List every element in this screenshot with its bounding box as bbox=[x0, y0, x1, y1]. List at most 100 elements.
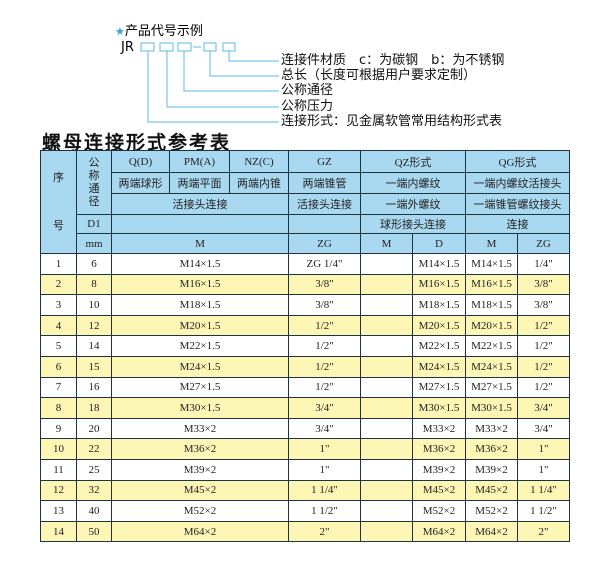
table-cell: M33×2 bbox=[111, 417, 289, 440]
table-cell: 12 bbox=[40, 479, 77, 502]
table-row: 13 40 M52×2 1 1/2" M52×2 M52×2 1 1/2" bbox=[40, 500, 570, 522]
table-cell: 10 bbox=[40, 438, 77, 460]
header-seq: 序号 bbox=[40, 150, 77, 254]
table-cell bbox=[360, 355, 413, 378]
table-cell: M22×1.5 bbox=[465, 335, 518, 357]
table-cell: 9 bbox=[40, 417, 77, 440]
table-cell: 1/2" bbox=[517, 335, 570, 357]
table-cell: 3/4" bbox=[517, 397, 570, 419]
table-cell: M27×1.5 bbox=[465, 376, 518, 399]
table-cell: 2" bbox=[517, 520, 570, 543]
header-cell: 球形接头连接 bbox=[360, 214, 466, 234]
nut-connection-table: 序号 公称通径 Q(D) PM(A) NZ(C) GZ QZ形式 QG形式 两端… bbox=[40, 150, 570, 543]
header-cell: 活接头连接 bbox=[111, 193, 289, 215]
table-cell: M39×2 bbox=[111, 458, 289, 481]
header-cell: Q(D) bbox=[111, 150, 170, 173]
table-cell: M30×1.5 bbox=[412, 397, 466, 419]
table-cell: 5 bbox=[40, 335, 77, 357]
table-cell: 11 bbox=[40, 458, 77, 481]
header-cell: M bbox=[360, 233, 413, 254]
table-cell: 3/4" bbox=[288, 397, 361, 419]
table-cell: M64×2 bbox=[111, 520, 289, 543]
table-cell: 32 bbox=[76, 479, 112, 502]
table-cell: M14×1.5 bbox=[111, 253, 289, 275]
table-cell: 15 bbox=[76, 355, 112, 378]
table-cell: 20 bbox=[76, 417, 112, 440]
example-heading: ★产品代号示例 bbox=[115, 20, 203, 39]
table-cell: M16×1.5 bbox=[465, 273, 518, 296]
code-diagram bbox=[140, 42, 279, 123]
table-cell bbox=[360, 314, 413, 337]
table-cell: M36×2 bbox=[111, 438, 289, 460]
header-cell: ZG bbox=[288, 233, 361, 254]
table-cell: 13 bbox=[40, 500, 77, 522]
table-cell: 6 bbox=[76, 253, 112, 275]
header-cell bbox=[288, 214, 361, 234]
table-row: 4 12 M20×1.5 1/2" M20×1.5 M20×1.5 1/2" bbox=[40, 314, 570, 337]
header-cell: QG形式 bbox=[465, 150, 570, 173]
header-cell: 一端内螺纹 bbox=[360, 172, 466, 194]
table-cell: 7 bbox=[40, 376, 77, 399]
header-mm: mm bbox=[76, 233, 112, 254]
table-cell: 1 1/4" bbox=[288, 479, 361, 502]
header-cell: 两端内锥 bbox=[229, 172, 289, 194]
table-row: 14 50 M64×2 2" M64×2 M64×2 2" bbox=[40, 520, 570, 543]
header-cell: M bbox=[111, 233, 289, 254]
table-cell: 3/8" bbox=[517, 273, 570, 296]
table-cell: M18×1.5 bbox=[465, 294, 518, 316]
table-cell: 1/4" bbox=[517, 253, 570, 275]
table-cell: 1 1/4" bbox=[517, 479, 570, 502]
table-cell: 3/8" bbox=[517, 294, 570, 316]
code-box bbox=[159, 42, 174, 52]
code-box bbox=[203, 42, 217, 52]
table-cell: 6 bbox=[40, 355, 77, 378]
table-row: 8 18 M30×1.5 3/4" M30×1.5 M30×1.5 3/4" bbox=[40, 397, 570, 419]
table-cell: 25 bbox=[76, 458, 112, 481]
header-cell: 两端球形 bbox=[111, 172, 170, 194]
header-cell: D bbox=[412, 233, 466, 254]
header-dn: 公称通径 bbox=[76, 150, 112, 215]
table-cell: 12 bbox=[76, 314, 112, 337]
header-cell: ZG bbox=[517, 233, 570, 254]
leader-line bbox=[228, 51, 279, 62]
table-cell: 1/2" bbox=[517, 314, 570, 337]
header-cell: GZ bbox=[288, 150, 361, 173]
table-cell: M52×2 bbox=[465, 500, 518, 522]
table-cell bbox=[360, 294, 413, 316]
table-cell: 1 1/2" bbox=[517, 500, 570, 522]
table-cell: 1/2" bbox=[288, 355, 361, 378]
code-box bbox=[140, 42, 155, 52]
table-cell: M33×2 bbox=[465, 417, 518, 440]
table-cell: M36×2 bbox=[465, 438, 518, 460]
label-diameter: 公称通径 bbox=[281, 83, 334, 98]
star-icon: ★ bbox=[115, 25, 125, 38]
header-cell: 连接 bbox=[465, 214, 570, 234]
table-cell: M18×1.5 bbox=[412, 294, 466, 316]
table-cell: 1" bbox=[288, 458, 361, 481]
table-cell: M24×1.5 bbox=[412, 355, 466, 378]
header-cell: 两端平面 bbox=[169, 172, 230, 194]
table-cell: M24×1.5 bbox=[111, 355, 289, 378]
table-cell: M45×2 bbox=[465, 479, 518, 502]
table-cell: M27×1.5 bbox=[412, 376, 466, 399]
table-cell: M64×2 bbox=[465, 520, 518, 543]
table-cell: 1/2" bbox=[288, 335, 361, 357]
table-cell: 1 bbox=[40, 253, 77, 275]
table-title: 螺母连接形式参考表 bbox=[42, 132, 232, 154]
table-cell: M22×1.5 bbox=[111, 335, 289, 357]
table-cell: M30×1.5 bbox=[465, 397, 518, 419]
table-cell: 4 bbox=[40, 314, 77, 337]
header-cell: M bbox=[465, 233, 518, 254]
table-cell: 3/8" bbox=[288, 294, 361, 316]
leader-line bbox=[209, 51, 279, 77]
table-row: 9 20 M33×2 3/4" M33×2 M33×2 3/4" bbox=[40, 417, 570, 440]
table-row: 2 8 M16×1.5 3/8" M16×1.5 M16×1.5 3/8" bbox=[40, 273, 570, 296]
table-row: 12 32 M45×2 1 1/4" M45×2 M45×2 1 1/4" bbox=[40, 479, 570, 502]
table-cell: 40 bbox=[76, 500, 112, 522]
table-cell: M39×2 bbox=[465, 458, 518, 481]
label-material: 连接件材质 c：为碳钢 b：为不锈钢 bbox=[281, 53, 505, 68]
table-cell: M39×2 bbox=[412, 458, 466, 481]
table-cell: M20×1.5 bbox=[465, 314, 518, 337]
example-heading-text: 产品代号示例 bbox=[124, 24, 203, 39]
table-cell: M36×2 bbox=[412, 438, 466, 460]
